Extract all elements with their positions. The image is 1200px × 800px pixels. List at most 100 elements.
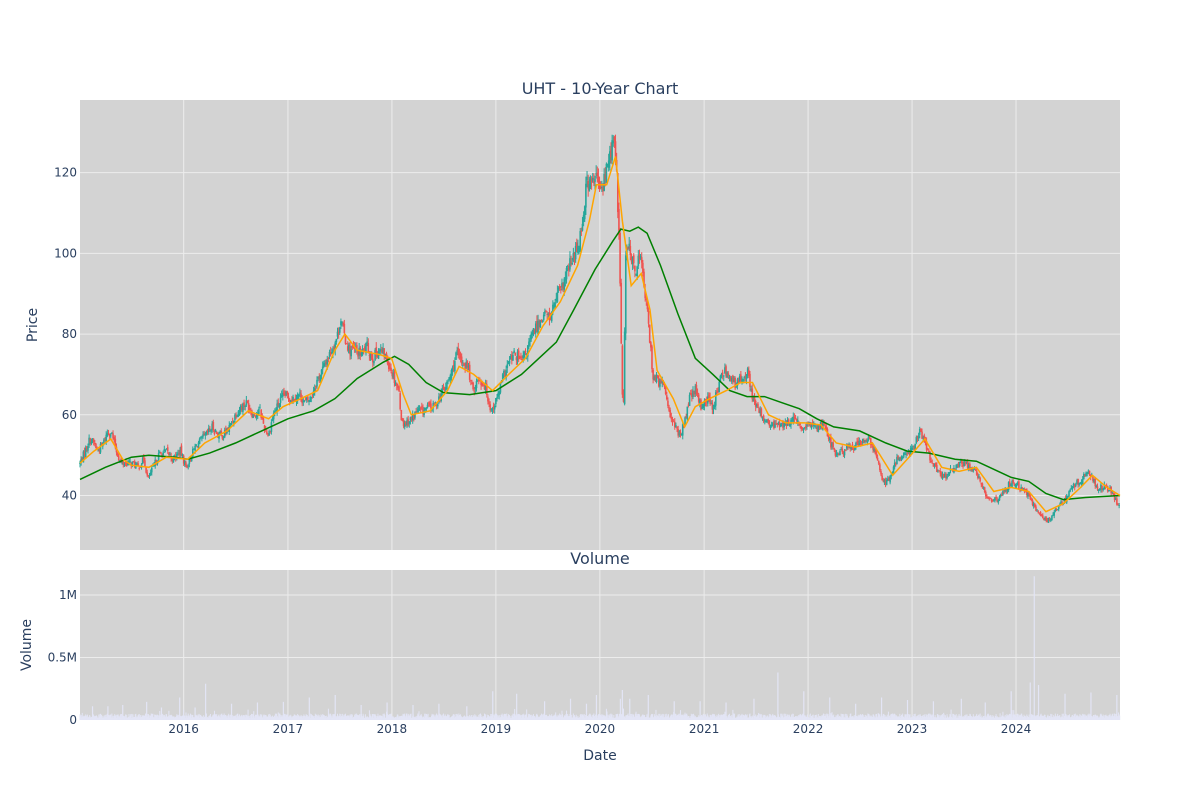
candle-body [693, 391, 695, 395]
candle-body [113, 437, 115, 440]
candle-body [579, 231, 582, 253]
candle-body [766, 419, 768, 423]
candle-body [483, 386, 486, 390]
candle-body [236, 416, 239, 418]
candle-body [546, 314, 548, 315]
candle-body [382, 348, 384, 354]
candle-body [866, 440, 869, 444]
candle-body [593, 181, 595, 184]
candle-body [130, 462, 133, 467]
candle-body [931, 462, 934, 464]
candle-body [912, 445, 914, 447]
candle-body [1048, 518, 1051, 520]
candle-body [237, 411, 240, 417]
candle-body [203, 433, 205, 435]
candle-body [466, 361, 469, 368]
candle-body [304, 398, 307, 401]
candle-body [547, 313, 550, 316]
candle-body [433, 403, 436, 406]
candle-body [342, 323, 345, 325]
candle-body [724, 367, 726, 374]
candle-body [538, 323, 540, 325]
candle-body [272, 412, 275, 420]
candle-body [806, 424, 808, 427]
candle-body [238, 410, 241, 412]
candle-body [1064, 498, 1067, 503]
candle-body [587, 180, 589, 189]
candle-body [158, 452, 161, 454]
candle-body [934, 463, 937, 467]
candle-body [1034, 503, 1036, 508]
candle-body [1018, 481, 1020, 490]
candle-body [637, 255, 640, 266]
candle-body [1087, 470, 1090, 474]
candle-body [941, 473, 944, 479]
candle-body [623, 331, 626, 405]
candle-body [814, 426, 816, 428]
candle-body [677, 429, 679, 436]
candle-body [1108, 490, 1110, 492]
candle-body [369, 353, 372, 359]
candle-body [204, 433, 207, 436]
candle-body [759, 410, 762, 414]
candle-body [162, 452, 164, 456]
candle-body [406, 420, 408, 426]
candle-body [823, 422, 825, 425]
candle-body [277, 402, 280, 406]
candle-body [650, 342, 652, 348]
candle-body [334, 342, 337, 351]
candle-body [714, 392, 717, 406]
candle-body [424, 407, 427, 410]
candle-body [507, 361, 510, 365]
candle-body [775, 423, 777, 425]
candle-body [293, 399, 296, 401]
candle-body [362, 348, 365, 350]
candle-body [286, 391, 289, 395]
candle-body [817, 424, 820, 432]
candle-body [160, 452, 162, 454]
candle-body [136, 463, 138, 466]
candle-body [533, 329, 536, 334]
candle-body [526, 345, 529, 357]
candle-body [556, 291, 559, 302]
candle-body [825, 426, 828, 431]
candle-body [564, 276, 567, 281]
candle-body [197, 442, 200, 449]
candle-body [642, 262, 644, 274]
candle-body [575, 242, 578, 252]
candle-body [296, 394, 299, 401]
candle-body [184, 461, 186, 465]
candle-body [583, 206, 586, 220]
candle-body [971, 467, 973, 471]
candle-body [1076, 480, 1078, 484]
candle-body [982, 486, 985, 488]
candle-body [1036, 510, 1038, 512]
candle-body [727, 373, 730, 376]
candle-body [357, 350, 359, 357]
candle-body [597, 176, 600, 183]
candle-body [905, 453, 907, 456]
candle-body [872, 446, 874, 450]
candle-body [663, 383, 666, 387]
candle-body [91, 438, 94, 442]
candle-body [246, 400, 249, 403]
candle-body [736, 379, 739, 386]
candle-body [834, 450, 837, 456]
candle-body [209, 429, 211, 431]
candle-body [1075, 484, 1077, 486]
candle-body [1079, 482, 1082, 484]
candle-body [665, 395, 668, 400]
candle-body [603, 173, 605, 192]
candle-body [701, 407, 703, 409]
candle-body [1057, 505, 1060, 510]
candle-body [112, 433, 114, 439]
candle-body [738, 375, 741, 381]
volume-y-tick-label: 0 [69, 713, 77, 727]
candle-body [119, 460, 121, 462]
candle-body [508, 360, 511, 364]
volume-bars [79, 576, 1121, 720]
candle-body [574, 246, 577, 260]
candle-body [612, 140, 615, 144]
candle-body [231, 421, 234, 423]
candle-body [604, 174, 607, 180]
